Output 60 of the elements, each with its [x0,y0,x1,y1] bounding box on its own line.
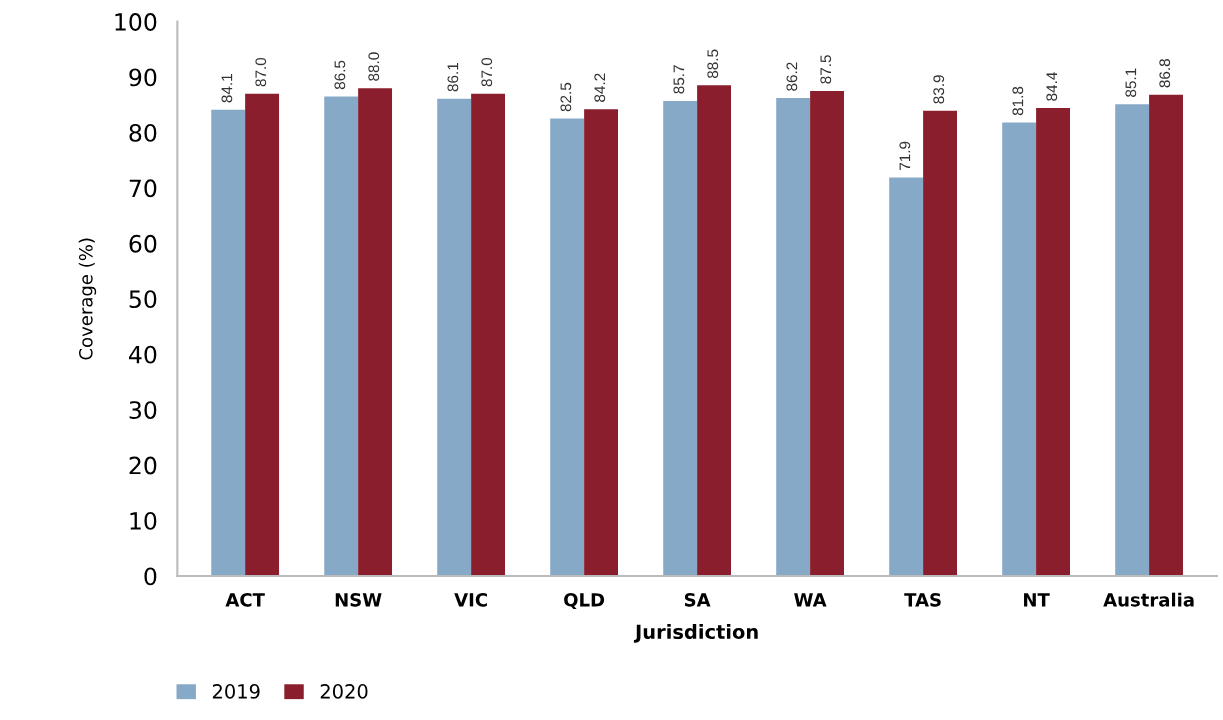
data-label: 87.5 [820,55,832,84]
x-tick-label: NSW [335,592,382,607]
bar [776,98,811,576]
data-label: 85.1 [1125,68,1137,97]
x-tick-label: TAS [904,592,941,607]
y-tick-label: 100 [115,13,157,31]
x-tick-label: QLD [564,592,605,610]
x-tick-label: Australia [1103,592,1194,607]
bar [211,109,246,576]
bar [1115,104,1150,576]
bar [358,88,393,576]
x-tick-label: VIC [454,592,487,607]
data-label: 88.5 [707,49,719,79]
legend-label: 2020 [320,684,368,699]
x-tick-label: SA [684,592,711,607]
data-label: 84.1 [221,74,233,103]
y-tick-label: 60 [129,234,157,253]
legend-label: 2019 [212,684,260,699]
bar [889,177,924,576]
bar [550,118,585,576]
x-tick-label: WA [794,593,827,607]
data-label: 87.0 [255,57,267,87]
bar [810,90,844,576]
data-label: 86.5 [334,60,346,90]
x-tick-label: NT [1024,593,1050,607]
y-tick-label: 40 [129,345,157,364]
bar [324,96,359,576]
bar [471,93,506,576]
x-tick-label: ACT [225,592,265,607]
bar [923,110,957,576]
bar [1002,122,1037,576]
bar [697,85,732,576]
data-label: 86.8 [1159,59,1171,88]
y-tick-label: 70 [129,179,157,198]
y-tick-label: 20 [129,456,157,475]
y-axis-title: Coverage (%) [78,238,97,360]
data-label: 81.8 [1012,86,1024,116]
y-tick-label: 10 [130,512,157,530]
bar [437,98,472,576]
data-label: 84.2 [594,73,606,102]
bar [1036,108,1070,576]
data-label: 84.4 [1046,72,1058,101]
data-label: 88.0 [368,52,380,81]
bar [1149,94,1183,576]
data-label: 87.0 [481,57,493,87]
x-axis-title: Jurisdiction [633,624,758,643]
y-tick-label: 30 [129,401,157,419]
data-label: 86.2 [786,62,798,91]
data-label: 71.9 [899,141,911,170]
y-tick-label: 90 [129,68,157,87]
data-label: 82.5 [560,82,572,112]
data-label: 83.9 [933,75,945,104]
bar [663,100,698,576]
bar [245,93,280,576]
data-label: 85.7 [673,65,685,94]
y-tick-label: 80 [129,123,157,142]
y-tick-label: 0 [144,567,157,586]
bar [584,109,619,576]
y-tick-label: 50 [129,290,157,309]
data-label: 86.1 [447,63,459,92]
